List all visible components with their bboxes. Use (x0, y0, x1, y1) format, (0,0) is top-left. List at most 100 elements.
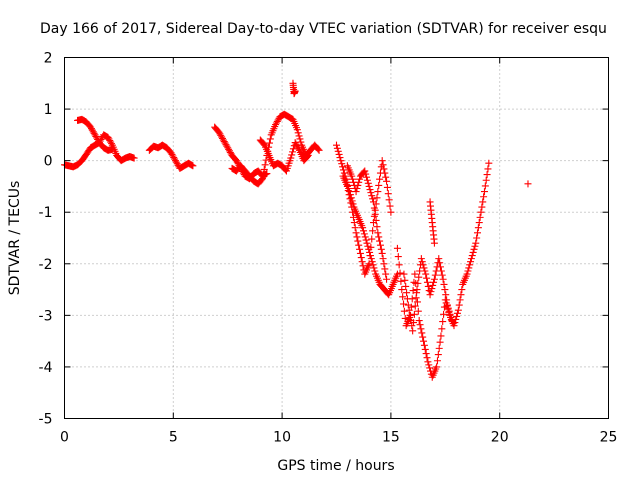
data-point-interp (373, 194, 381, 202)
data-point-interp (376, 241, 384, 249)
data-point-interp (382, 173, 390, 181)
data-point (356, 249, 364, 257)
data-point-interp (367, 243, 375, 251)
data-point-interp (366, 252, 374, 260)
data-point-interp (422, 350, 430, 358)
data-point (404, 301, 412, 309)
data-point-interp (379, 161, 387, 169)
data-point-interp (458, 286, 466, 294)
data-point (352, 188, 360, 196)
data-point (352, 229, 360, 237)
data-point-interp (416, 321, 424, 329)
data-point-interp (440, 280, 448, 288)
data-point-interp (361, 233, 369, 241)
data-point-interp (402, 282, 410, 290)
data-point (450, 322, 458, 330)
data-point (430, 239, 438, 247)
data-point-interp (384, 190, 392, 198)
data-point (383, 275, 391, 283)
data-point-interp (221, 139, 229, 147)
data-point-interp (386, 202, 394, 210)
data-point-interp (427, 288, 435, 296)
data-point-interp (420, 341, 428, 349)
data-point-interp (475, 219, 483, 227)
data-point-interp (366, 186, 374, 194)
data-point-interp (466, 261, 474, 269)
data-point-interp (346, 195, 354, 203)
data-point-interp (369, 227, 377, 235)
data-point-interp (441, 286, 449, 294)
data-point (524, 180, 532, 188)
data-point-interp (368, 235, 376, 243)
data-point-interp (484, 165, 492, 173)
x-tick-label: 10 (273, 430, 291, 446)
data-point-interp (403, 295, 411, 303)
data-point-interp (429, 281, 437, 289)
data-point-interp (369, 195, 377, 203)
data-point (439, 275, 447, 283)
data-point-interp (381, 265, 389, 273)
data-point-interp (470, 245, 478, 253)
data-point-interp (356, 245, 364, 253)
data-point (272, 121, 280, 129)
data-point-interp (479, 198, 487, 206)
data-point-interp (336, 154, 344, 162)
y-tick-label: -5 (39, 412, 53, 428)
data-point-interp (435, 344, 443, 352)
data-point (361, 167, 369, 175)
data-point-interp (380, 165, 388, 173)
data-point-interp (436, 338, 444, 346)
data-point (393, 244, 401, 252)
data-point-interp (453, 309, 461, 317)
y-tick-label: -4 (39, 360, 53, 376)
data-point-interp (420, 264, 428, 272)
data-point-interp (446, 310, 454, 318)
data-point-interp (421, 267, 429, 275)
data-point (430, 275, 438, 283)
data-point-interp (351, 224, 359, 232)
data-point-interp (362, 170, 370, 178)
data-marks (61, 79, 532, 381)
data-point-interp (170, 154, 178, 162)
data-point-interp (272, 119, 280, 127)
data-point-interp (92, 132, 100, 140)
data-point-interp (358, 258, 366, 266)
data-point-interp (380, 260, 388, 268)
data-point-interp (367, 189, 375, 197)
data-point (374, 229, 382, 237)
data-point (448, 317, 456, 325)
data-point-interp (456, 296, 464, 304)
data-point (369, 198, 377, 206)
data-point-interp (447, 313, 455, 321)
data-point (359, 224, 367, 232)
data-point-interp (338, 160, 346, 168)
data-point-interp (354, 181, 362, 189)
data-point-interp (474, 224, 482, 232)
data-point (130, 154, 138, 162)
data-point-interp (368, 192, 376, 200)
grid-lines (64, 57, 609, 419)
data-point (424, 358, 432, 366)
data-point (215, 128, 223, 136)
data-point-interp (88, 126, 96, 134)
data-point-interp (350, 219, 358, 227)
data-point-interp (220, 138, 228, 146)
data-point-interp (376, 237, 384, 245)
data-point-interp (273, 117, 281, 125)
data-point-interp (89, 128, 97, 136)
data-point-interp (87, 125, 95, 133)
data-point-interp (397, 277, 405, 285)
data-point-interp (108, 140, 116, 148)
data-point-interp (294, 129, 302, 137)
data-point-interp (440, 310, 448, 318)
data-point-interp (483, 171, 491, 179)
data-point-interp (418, 258, 426, 266)
data-point-interp (375, 233, 383, 241)
plot-frame (64, 57, 609, 419)
data-point-interp (364, 179, 372, 187)
data-point-interp (437, 267, 445, 275)
data-point-interp (401, 276, 409, 284)
data-point-interp (355, 241, 363, 249)
data-point-interp (359, 227, 367, 235)
